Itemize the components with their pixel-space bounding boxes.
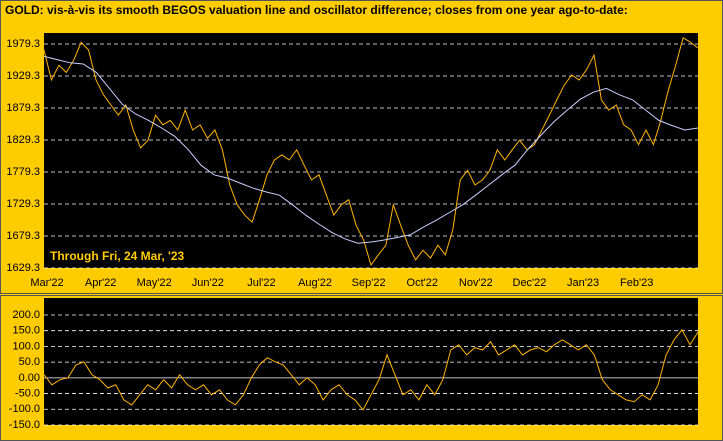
series-line — [43, 55, 699, 244]
y-tick-label: 1729.3 — [6, 198, 40, 210]
series-line — [43, 328, 699, 411]
x-tick-label: Oct'22 — [407, 277, 438, 289]
y-tick-label: 200.0 — [12, 309, 40, 321]
series-line — [43, 37, 699, 267]
plot-area — [44, 33, 698, 268]
chart-title: GOLD: vis-à-vis its smooth BEGOS valuati… — [5, 3, 628, 17]
annotation: Through Fri, 24 Mar, '23 — [50, 249, 185, 263]
y-tick-label: 1979.3 — [6, 38, 40, 50]
x-tick-label: Nov'22 — [459, 277, 493, 289]
y-tick-label: -150.0 — [9, 419, 40, 431]
x-tick-label: Jun'22 — [192, 277, 224, 289]
y-tick-label: 1929.3 — [6, 70, 40, 82]
x-tick-label: Apr'22 — [85, 277, 116, 289]
y-tick-label: 0.00 — [19, 372, 40, 384]
x-tick-label: Jul'22 — [247, 277, 275, 289]
y-tick-label: 50.0 — [19, 356, 40, 368]
x-tick-label: May'22 — [137, 277, 172, 289]
y-tick-label: 100.0 — [12, 340, 40, 352]
y-tick-label: 1779.3 — [6, 166, 40, 178]
y-tick-label: 1829.3 — [6, 134, 40, 146]
x-tick-label: Feb'23 — [620, 277, 653, 289]
x-tick-label: Aug'22 — [298, 277, 332, 289]
y-tick-label: 1879.3 — [6, 102, 40, 114]
y-tick-label: 1629.3 — [6, 262, 40, 274]
x-tick-label: Sep'22 — [352, 277, 386, 289]
y-tick-label: -50.0 — [15, 387, 40, 399]
x-tick-label: Mar'22 — [30, 277, 63, 289]
x-tick-label: Jan'23 — [567, 277, 599, 289]
y-tick-label: 150.0 — [12, 325, 40, 337]
y-tick-label: -100.0 — [9, 403, 40, 415]
plot-area — [44, 298, 698, 425]
y-tick-label: 1679.3 — [6, 230, 40, 242]
x-tick-label: Dec'22 — [513, 277, 547, 289]
